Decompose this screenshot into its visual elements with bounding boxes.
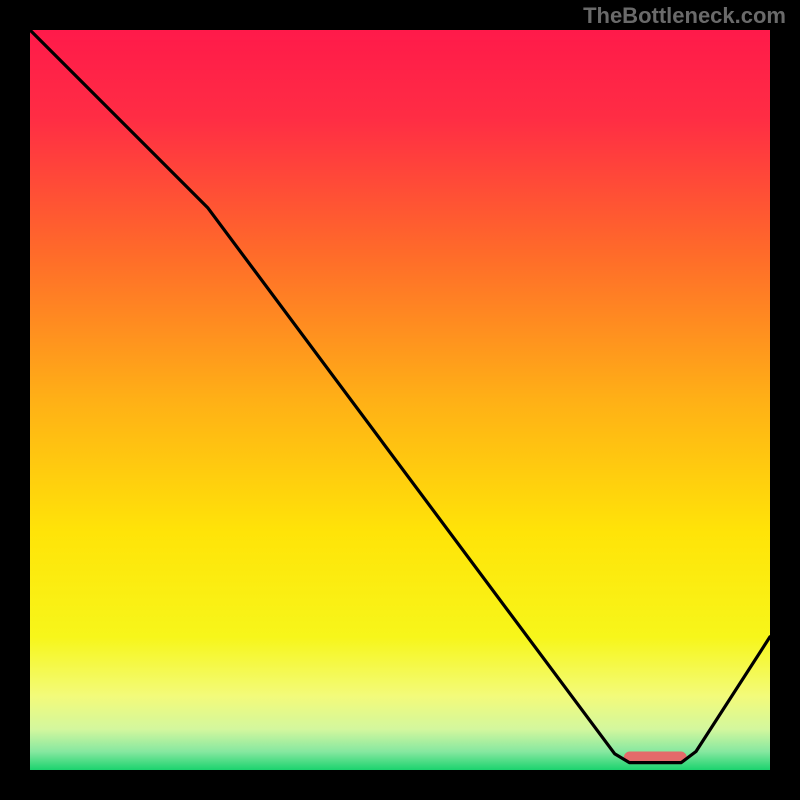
chart-svg <box>0 0 800 800</box>
watermark-text: TheBottleneck.com <box>583 3 786 29</box>
bottleneck-chart: TheBottleneck.com <box>0 0 800 800</box>
